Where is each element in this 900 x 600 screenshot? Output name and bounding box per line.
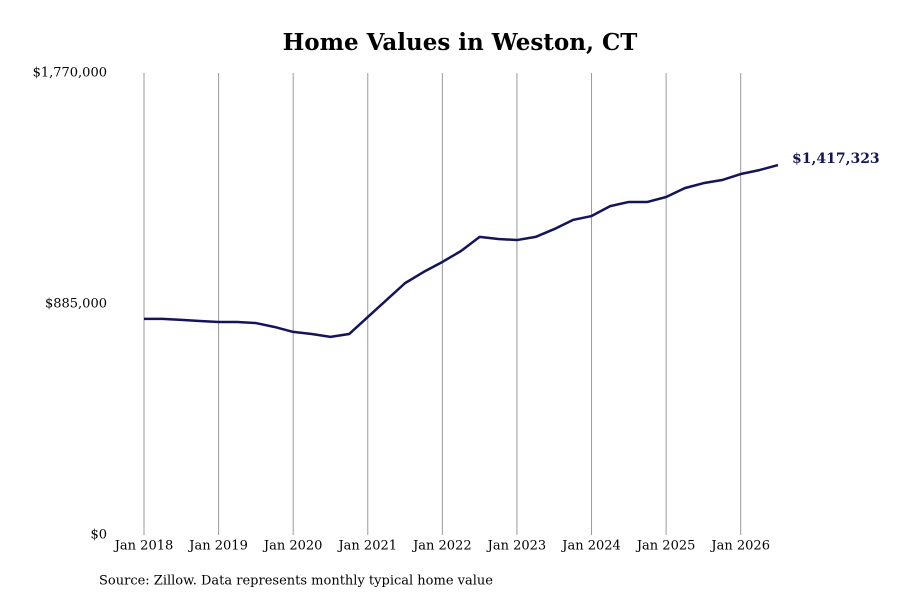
y-tick-label: $1,770,000 <box>33 66 107 81</box>
line-series <box>144 163 779 339</box>
x-tick-label: Jan 2025 <box>635 539 696 554</box>
x-tick-label: Jan 2021 <box>336 539 397 554</box>
y-tick-label: $0 <box>90 528 107 543</box>
x-tick-label: Jan 2020 <box>262 539 323 554</box>
x-tick-label: Jan 2018 <box>113 539 174 554</box>
x-tick-label: Jan 2022 <box>411 539 472 554</box>
y-tick-label: $885,000 <box>45 297 107 312</box>
x-tick-label: Jan 2023 <box>486 539 547 554</box>
x-tick-label: Jan 2026 <box>709 539 770 554</box>
x-tick-label: Jan 2024 <box>560 539 621 554</box>
x-tick-label: Jan 2019 <box>187 539 248 554</box>
end-value-label: $1,417,323 <box>792 151 880 167</box>
chart-title: Home Values in Weston, CT <box>283 29 638 56</box>
source-note: Source: Zillow. Data represents monthly … <box>99 574 493 589</box>
